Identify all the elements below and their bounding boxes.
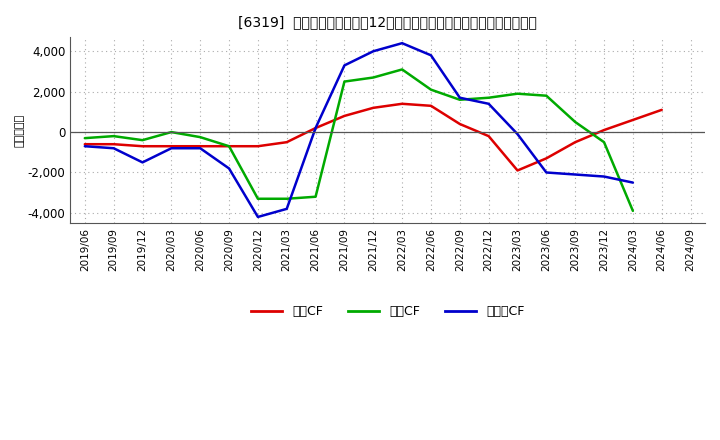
- 投資CF: [485, 95, 493, 100]
- 投資CF: [138, 138, 147, 143]
- 営業CF: [600, 128, 608, 133]
- フリーCF: [427, 53, 436, 58]
- 営業CF: [657, 107, 666, 113]
- フリーCF: [167, 146, 176, 151]
- フリーCF: [571, 172, 580, 177]
- 投資CF: [282, 196, 291, 202]
- 投資CF: [427, 87, 436, 92]
- 投資CF: [81, 136, 89, 141]
- フリーCF: [600, 174, 608, 179]
- 営業CF: [138, 143, 147, 149]
- フリーCF: [196, 146, 204, 151]
- フリーCF: [397, 40, 406, 46]
- 投資CF: [456, 97, 464, 103]
- 投資CF: [397, 67, 406, 72]
- 投資CF: [340, 79, 348, 84]
- フリーCF: [253, 214, 262, 220]
- 営業CF: [81, 142, 89, 147]
- Line: 営業CF: 営業CF: [85, 104, 662, 170]
- 営業CF: [109, 142, 118, 147]
- 営業CF: [485, 133, 493, 139]
- 営業CF: [427, 103, 436, 108]
- Line: 投資CF: 投資CF: [85, 70, 633, 211]
- フリーCF: [369, 48, 377, 54]
- フリーCF: [225, 166, 233, 171]
- 投資CF: [196, 135, 204, 140]
- 営業CF: [629, 117, 637, 123]
- 投資CF: [542, 93, 551, 99]
- Line: フリーCF: フリーCF: [85, 43, 633, 217]
- 営業CF: [196, 143, 204, 149]
- 投資CF: [167, 129, 176, 135]
- 営業CF: [513, 168, 522, 173]
- フリーCF: [311, 125, 320, 131]
- 投資CF: [600, 139, 608, 145]
- Title: [6319]  キャッシュフローの12か月移動合計の対前年同期増減額の推移: [6319] キャッシュフローの12か月移動合計の対前年同期増減額の推移: [238, 15, 537, 29]
- 投資CF: [253, 196, 262, 202]
- 営業CF: [456, 121, 464, 127]
- Legend: 営業CF, 投資CF, フリーCF: 営業CF, 投資CF, フリーCF: [246, 300, 530, 323]
- フリーCF: [513, 132, 522, 137]
- 営業CF: [167, 143, 176, 149]
- 投資CF: [571, 119, 580, 125]
- フリーCF: [340, 63, 348, 68]
- フリーCF: [485, 101, 493, 106]
- フリーCF: [282, 206, 291, 212]
- フリーCF: [109, 146, 118, 151]
- フリーCF: [456, 95, 464, 100]
- 投資CF: [311, 194, 320, 199]
- 営業CF: [253, 143, 262, 149]
- フリーCF: [629, 180, 637, 185]
- 投資CF: [513, 91, 522, 96]
- 営業CF: [397, 101, 406, 106]
- フリーCF: [138, 160, 147, 165]
- 営業CF: [542, 156, 551, 161]
- 営業CF: [282, 139, 291, 145]
- 営業CF: [571, 139, 580, 145]
- フリーCF: [81, 143, 89, 149]
- 営業CF: [311, 125, 320, 131]
- 投資CF: [225, 143, 233, 149]
- 営業CF: [225, 143, 233, 149]
- フリーCF: [542, 170, 551, 175]
- 営業CF: [369, 105, 377, 110]
- 投資CF: [109, 133, 118, 139]
- 投資CF: [629, 208, 637, 213]
- Y-axis label: （百万円）: （百万円）: [15, 114, 25, 147]
- 投資CF: [369, 75, 377, 80]
- 営業CF: [340, 113, 348, 118]
